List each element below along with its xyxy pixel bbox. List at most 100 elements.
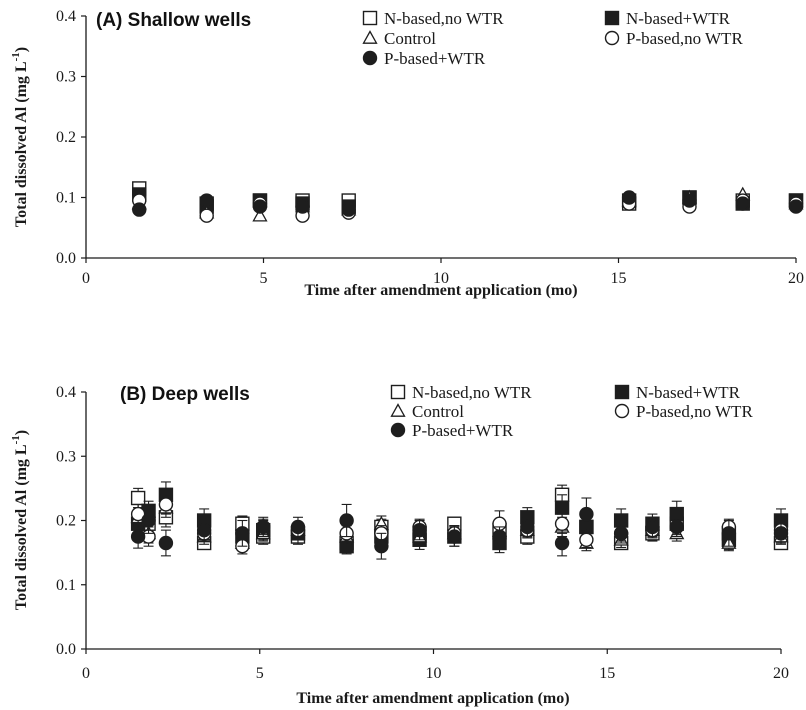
legend-marker xyxy=(362,50,378,66)
data-point xyxy=(132,202,147,217)
panel-a-marks xyxy=(131,181,804,223)
data-point xyxy=(520,519,535,535)
x-tick-label: 15 xyxy=(611,270,627,287)
data-point xyxy=(130,490,146,506)
panel-b-title: (B) Deep wells xyxy=(120,384,250,405)
legend-label: Control xyxy=(412,402,464,421)
data-point xyxy=(252,207,268,222)
panel-b-xlabel: Time after amendment application (mo) xyxy=(296,690,569,707)
series-p-based-wtr xyxy=(132,190,804,217)
data-point xyxy=(735,196,750,211)
x-tick-label: 10 xyxy=(433,270,449,287)
series-n-based-no-wtr xyxy=(132,181,804,211)
data-point xyxy=(199,193,214,208)
data-point xyxy=(141,513,156,528)
data-point xyxy=(554,535,570,551)
y-tick-label: 0.1 xyxy=(56,190,76,207)
series-control xyxy=(131,186,804,222)
legend-label: P-based,no WTR xyxy=(626,29,743,48)
legend-marker xyxy=(614,384,630,400)
panel-a-legend: N-based,no WTR N-based+WTR Control P-based,… xyxy=(362,9,743,68)
y-tick-label: 0.1 xyxy=(56,577,76,594)
legend-label: P-based,no WTR xyxy=(636,402,753,421)
data-point xyxy=(682,193,697,208)
data-point xyxy=(621,190,637,205)
panel-a-shallow-wells: (A) Shallow wells 0.0 0.1 0.2 0.3 0.4 0 5 10 15 2… xyxy=(10,8,804,299)
series-n-based-wtr xyxy=(132,187,804,214)
data-point xyxy=(788,199,804,214)
legend-label: N-based,no WTR xyxy=(412,383,532,402)
x-tick-label: 0 xyxy=(82,665,90,682)
legend-item: N-based,no WTR xyxy=(390,383,532,402)
legend-item: N-based+WTR xyxy=(614,383,741,402)
data-point xyxy=(447,529,462,544)
data-point xyxy=(158,535,174,551)
data-point xyxy=(773,526,789,541)
data-point xyxy=(235,526,250,541)
legend-item: Control xyxy=(390,402,464,421)
legend-item: P-based+WTR xyxy=(362,49,486,68)
data-point xyxy=(613,526,629,541)
series-p-based-wtr xyxy=(130,497,789,560)
data-point xyxy=(554,516,570,531)
data-point xyxy=(721,526,737,541)
y-tick-label: 0.4 xyxy=(56,8,76,25)
x-tick-label: 0 xyxy=(82,270,90,287)
panel-a-title: (A) Shallow wells xyxy=(96,10,251,31)
panel-b-deep-wells: (B) Deep wells 0.0 0.1 0.2 0.3 0.4 0 5 10 15 20 T… xyxy=(10,383,789,707)
legend-item: P-based,no WTR xyxy=(604,29,743,48)
data-point xyxy=(412,522,427,538)
panel-a-axes: 0.0 0.1 0.2 0.3 0.4 0 5 10 15 20 xyxy=(56,8,804,287)
legend-marker xyxy=(604,30,620,46)
legend-label: N-based,no WTR xyxy=(384,9,504,28)
legend-label: P-based+WTR xyxy=(384,49,486,68)
y-tick-label: 0.2 xyxy=(56,513,76,530)
panel-a-ylabel: Total dissolved Al (mg L-1) xyxy=(10,47,30,227)
x-tick-label: 5 xyxy=(260,270,268,287)
data-point xyxy=(341,202,356,217)
panel-b-marks xyxy=(130,481,789,560)
legend-item: P-based,no WTR xyxy=(614,402,753,421)
legend-item: N-based+WTR xyxy=(604,9,731,28)
y-tick-label: 0.4 xyxy=(56,384,76,401)
x-tick-label: 15 xyxy=(599,665,615,682)
legend-item: P-based+WTR xyxy=(390,421,514,440)
legend-marker xyxy=(604,10,620,26)
legend-marker xyxy=(362,10,378,26)
y-tick-label: 0.3 xyxy=(56,448,76,465)
legend-label: N-based+WTR xyxy=(636,383,741,402)
data-point xyxy=(252,199,268,214)
data-point xyxy=(669,519,684,535)
legend-marker xyxy=(390,403,406,417)
panel-a-xlabel: Time after amendment application (mo) xyxy=(304,282,577,299)
data-point xyxy=(158,497,174,512)
legend-marker xyxy=(390,384,406,400)
x-tick-label: 10 xyxy=(426,665,442,682)
panel-b-legend: N-based,no WTR N-based+WTR Control P-based,… xyxy=(390,383,753,440)
legend-item: N-based,no WTR xyxy=(362,9,504,28)
data-point xyxy=(492,529,507,544)
x-tick-label: 5 xyxy=(256,665,264,682)
legend-marker xyxy=(362,30,378,44)
data-point xyxy=(339,513,354,528)
x-tick-label: 20 xyxy=(773,665,789,682)
data-point xyxy=(579,506,594,522)
data-point xyxy=(295,199,310,214)
data-point xyxy=(196,522,212,538)
panel-b-ylabel: Total dissolved Al (mg L-1) xyxy=(10,430,30,610)
y-tick-label: 0.2 xyxy=(56,129,76,146)
legend-marker xyxy=(390,422,406,438)
legend-marker xyxy=(614,403,630,419)
legend-label: N-based+WTR xyxy=(626,9,731,28)
y-tick-label: 0.3 xyxy=(56,69,76,86)
data-point xyxy=(130,506,146,522)
legend-label: Control xyxy=(384,29,436,48)
series-p-based-no-wtr xyxy=(132,193,804,223)
legend-label: P-based+WTR xyxy=(412,421,514,440)
panel-b-axes: 0.0 0.1 0.2 0.3 0.4 0 5 10 15 20 xyxy=(56,384,789,682)
data-point xyxy=(256,519,271,535)
data-point xyxy=(130,529,146,544)
x-tick-label: 20 xyxy=(788,270,804,287)
data-point xyxy=(290,519,306,535)
